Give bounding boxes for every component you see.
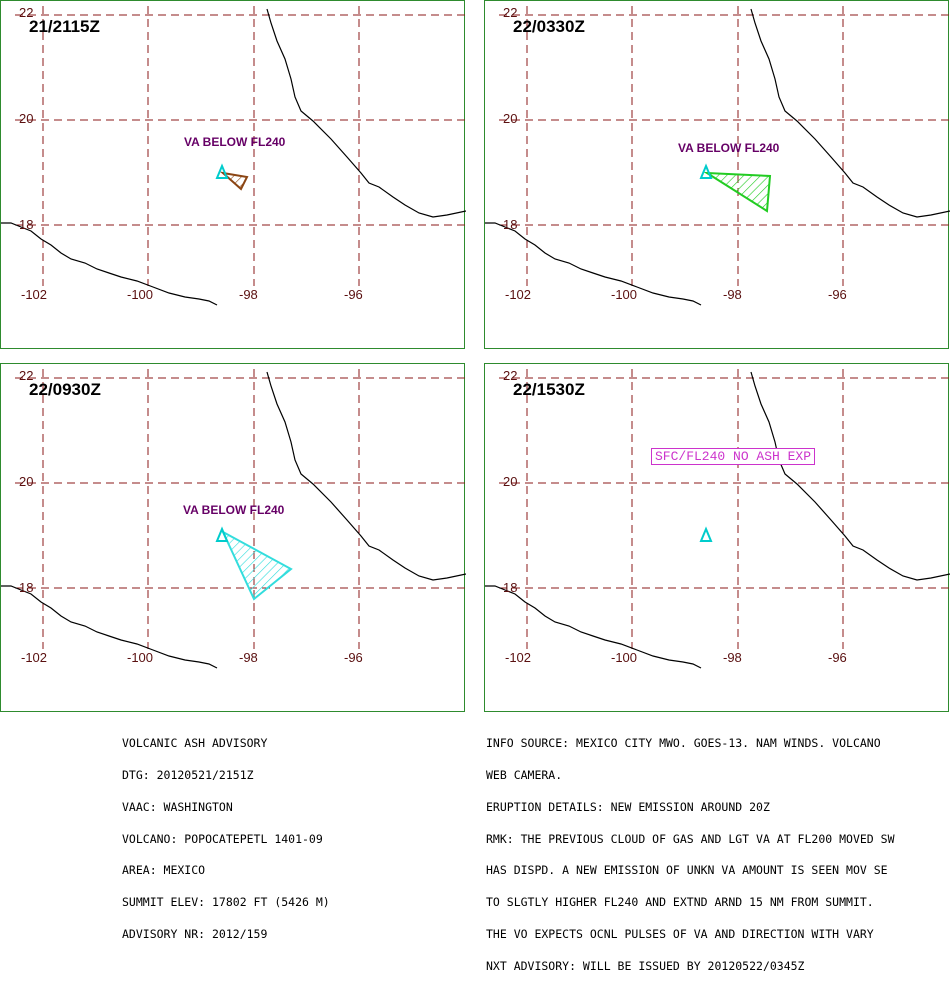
longitude-label--102: -102 — [505, 287, 532, 302]
va-altitude-label: VA BELOW FL240 — [184, 135, 286, 149]
map-panel-3: 22/0930Z 22 20 18 -102 -100 -98 -96 VA BELOW FL2… — [0, 363, 466, 712]
no-ash-expected-label: SFC/FL240 NO ASH EXP — [651, 448, 816, 465]
volcano-marker-icon — [215, 526, 229, 542]
longitude-label--96: -96 — [828, 650, 847, 665]
latitude-label-18: 18 — [503, 217, 518, 232]
advisory-line: AREA: MEXICO — [122, 863, 206, 878]
coastline — [485, 222, 702, 306]
coastline — [750, 8, 950, 218]
panel-timestamp: 22/0330Z — [513, 17, 585, 36]
map-canvas — [1, 6, 466, 306]
coastline — [266, 371, 466, 581]
latitude-label-20: 20 — [19, 111, 34, 126]
latitude-label-18: 18 — [19, 580, 34, 595]
remark-line: ERUPTION DETAILS: NEW EMISSION AROUND 20… — [486, 799, 770, 814]
latitude-label-22: 22 — [19, 368, 34, 383]
latitude-label-20: 20 — [503, 474, 518, 489]
longitude-label--96: -96 — [344, 287, 363, 302]
longitude-label--100: -100 — [127, 287, 154, 302]
remark-line: THE VO EXPECTS OCNL PULSES OF VA AND DIR… — [486, 926, 874, 941]
volcano-marker-icon — [215, 163, 229, 179]
longitude-label--98: -98 — [239, 650, 258, 665]
coastline — [485, 585, 702, 669]
map-canvas — [485, 6, 950, 306]
remark-line: HAS DISPD. A NEW EMISSION OF UNKN VA AMO… — [486, 863, 888, 878]
longitude-label--96: -96 — [344, 650, 363, 665]
advisory-line: VOLCANIC ASH ADVISORY — [122, 736, 268, 751]
map-canvas — [485, 369, 950, 669]
latitude-label-20: 20 — [503, 111, 518, 126]
longitude-label--100: -100 — [611, 287, 638, 302]
panel-timestamp: 22/0930Z — [29, 380, 101, 399]
map-panel-2: 22/0330Z 22 20 18 -102 -100 -98 -96 VA BELOW FL2… — [484, 0, 950, 349]
map-canvas — [1, 369, 466, 669]
ash-cloud-polygon — [703, 171, 772, 213]
va-altitude-label: VA BELOW FL240 — [183, 503, 285, 517]
latitude-label-22: 22 — [19, 5, 34, 20]
panel-timestamp: 22/1530Z — [513, 380, 585, 399]
volcano-marker-icon — [699, 163, 713, 179]
latitude-label-18: 18 — [503, 580, 518, 595]
remark-line: INFO SOURCE: MEXICO CITY MWO. GOES-13. N… — [486, 736, 881, 751]
longitude-label--98: -98 — [239, 287, 258, 302]
latitude-label-22: 22 — [503, 5, 518, 20]
remark-line: RMK: THE PREVIOUS CLOUD OF GAS AND LGT V… — [486, 831, 895, 846]
advisory-line: DTG: 20120521/2151Z — [122, 767, 254, 782]
longitude-label--96: -96 — [828, 287, 847, 302]
coastline — [1, 585, 218, 669]
longitude-label--100: -100 — [127, 650, 154, 665]
map-panel-1: 21/2115Z 22 20 18 -102 -100 -98 -96 VA BELOW FL2… — [0, 0, 466, 349]
advisory-line: VAAC: WASHINGTON — [122, 799, 233, 814]
longitude-label--102: -102 — [21, 287, 48, 302]
volcano-marker-icon — [699, 526, 713, 542]
map-panel-4: 22/1530Z 22 20 18 -102 -100 -98 -96 SFC/FL240 NO… — [484, 363, 950, 712]
advisory-remarks-block: INFO SOURCE: MEXICO CITY MWO. GOES-13. N… — [486, 717, 895, 982]
longitude-label--100: -100 — [611, 650, 638, 665]
longitude-label--98: -98 — [723, 650, 742, 665]
coastline — [750, 371, 950, 581]
coastline — [266, 8, 466, 218]
panel-timestamp: 21/2115Z — [29, 17, 100, 36]
remark-line: NXT ADVISORY: WILL BE ISSUED BY 20120522… — [486, 958, 805, 973]
advisory-line: VOLCANO: POPOCATEPETL 1401-09 — [122, 831, 323, 846]
advisory-line: SUMMIT ELEV: 17802 FT (5426 M) — [122, 895, 330, 910]
latitude-label-22: 22 — [503, 368, 518, 383]
coastline — [1, 222, 218, 306]
longitude-label--98: -98 — [723, 287, 742, 302]
remark-line: WEB CAMERA. — [486, 767, 563, 782]
longitude-label--102: -102 — [505, 650, 532, 665]
latitude-label-20: 20 — [19, 474, 34, 489]
longitude-label--102: -102 — [21, 650, 48, 665]
ash-cloud-polygon — [220, 529, 293, 601]
advisory-header-block: VOLCANIC ASH ADVISORY DTG: 20120521/2151… — [122, 717, 330, 950]
va-altitude-label: VA BELOW FL240 — [678, 141, 780, 155]
advisory-line: ADVISORY NR: 2012/159 — [122, 926, 268, 941]
ash-cloud-polygon — [219, 171, 249, 191]
remark-line: TO SLGTLY HIGHER FL240 AND EXTND ARND 15… — [486, 895, 874, 910]
latitude-label-18: 18 — [19, 217, 34, 232]
